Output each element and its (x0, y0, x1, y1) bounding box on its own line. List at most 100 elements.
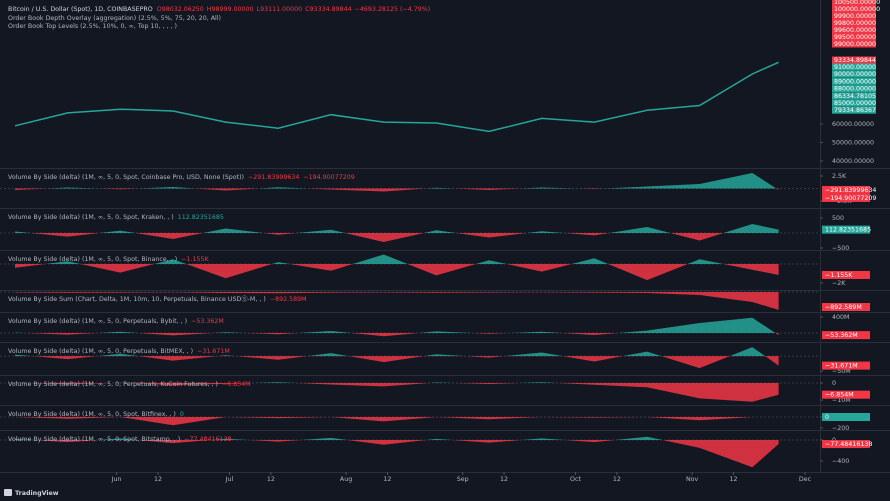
last-price (832, 56, 876, 64)
ask-level (832, 12, 876, 20)
bid-level-label: 91000.00000 (834, 64, 876, 71)
x-tick-label: 12 (267, 476, 275, 483)
symbol-title: Bitcoin / U.S. Dollar (Spot), 1D, COINBA… (8, 6, 153, 13)
last-price-label: 93334.89844 (834, 57, 876, 64)
y-tick-label: 2.5K (832, 173, 847, 180)
ask-level (832, 26, 876, 34)
bid-level (832, 70, 876, 78)
value-badge-label: 112.82351685 (825, 227, 871, 234)
x-tick-label: Dec (799, 476, 812, 483)
ask-level-label: 100500.00000 (834, 0, 880, 6)
bid-level (832, 85, 876, 93)
legend-value: −291.83999634 (248, 174, 299, 181)
bid-level-label: 85000.00000 (834, 100, 876, 107)
delta-area (15, 254, 779, 281)
value-badge (822, 270, 870, 279)
ohlc-value: H98999.00000 (207, 6, 254, 13)
pane-title: Volume By Side (delta) (1M, ∞, 5, 0, Spo… (8, 214, 174, 221)
logo (4, 489, 12, 496)
legend-value: −892.589M (270, 296, 307, 303)
x-tick-label: Sep (457, 476, 469, 483)
ask-level-label: 99900.00000 (834, 13, 876, 20)
x-tick-label: Nov (686, 476, 699, 483)
legend-value: 0 (180, 411, 184, 418)
value-badge (822, 440, 870, 449)
ask-level (832, 19, 876, 27)
value-badge-label: −77.48416138 (825, 441, 872, 448)
y-tick-label: −50M (832, 368, 851, 375)
ask-level-label: 99500.00000 (834, 34, 876, 41)
bid-level (832, 106, 876, 114)
y-tick-label: 40000.00000 (832, 158, 874, 165)
pane-title: Volume By Side (delta) (1M, ∞, 5, 0, Per… (8, 381, 218, 388)
value-badge (822, 390, 870, 399)
legend-value: −6.854M (222, 381, 251, 388)
delta-area (15, 224, 779, 242)
bid-level-label: 89000.00000 (834, 78, 876, 85)
ask-level (832, 40, 876, 48)
value-badge-label: −194.90077209 (825, 195, 876, 202)
y-tick-label: 400M (832, 314, 849, 321)
delta-area (15, 436, 779, 468)
y-tick-label: 0 (832, 380, 836, 387)
y-tick-label: −500 (832, 245, 849, 252)
x-tick-label: Jul (225, 476, 234, 483)
value-badge-label: −6.854M (825, 392, 854, 399)
value-badge (822, 303, 870, 311)
legend-value: −31.671M (197, 348, 230, 355)
pane-title: Volume By Side (delta) (1M, ∞, 5, 0, Spo… (8, 411, 176, 418)
bid-level-label: 88000.00000 (834, 86, 876, 93)
legend-value: −1.155K (181, 256, 209, 263)
delta-area (15, 417, 779, 426)
value-badge-label: −31.671M (825, 363, 858, 370)
x-tick-label: 12 (154, 476, 162, 483)
ask-level-label: 99000.00000 (834, 41, 876, 48)
ask-level-label: 100000.00000 (834, 6, 880, 13)
ask-level (832, 5, 876, 13)
pane-title: Volume By Side (delta) (1M, ∞, 5, 0, Spo… (8, 436, 180, 443)
pane-title: Volume By Side Sum (Chart, Delta, 1M, 10… (8, 295, 266, 303)
bid-level (832, 77, 876, 85)
y-tick-label: −200 (832, 425, 849, 432)
ask-level-label: 99800.00000 (834, 20, 876, 27)
value-badge-label: −1.155K (825, 272, 853, 279)
value-badge-label: 0 (825, 414, 829, 421)
indicator-label: Order Book Depth Overlay (aggregation) (… (8, 15, 221, 22)
value-badge (822, 185, 870, 194)
x-tick-label: 12 (729, 476, 737, 483)
bid-level-label: 90000.00000 (834, 71, 876, 78)
x-tick-label: Aug (340, 476, 352, 483)
legend-value: −53.362M (191, 318, 224, 325)
pane-title: Volume By Side (delta) (1M, ∞, 5, 0, Spo… (8, 174, 244, 181)
ohlc-value: O98032.06250 (157, 6, 204, 13)
value-badge-label: −291.83999634 (825, 187, 876, 194)
y-tick-label: 50000.00000 (832, 139, 874, 146)
delta-area (15, 347, 779, 369)
bid-level-label: 86334.78105 (834, 93, 876, 100)
pane-title: Volume By Side (delta) (1M, ∞, 5, 0, Spo… (8, 256, 177, 263)
ohlc-value: −4693.28125 (−4.79%) (355, 6, 431, 13)
price-line (14, 61, 779, 133)
brand[interactable]: TradingView (15, 490, 59, 497)
y-tick-label: 60000.00000 (832, 121, 874, 128)
y-tick-label: 500 (832, 215, 844, 222)
bid-level (832, 63, 876, 71)
ohlc-value: L93111.00000 (257, 6, 303, 13)
value-badge (822, 331, 870, 340)
ask-level-label: 99600.00000 (834, 27, 876, 34)
value-badge (822, 225, 870, 234)
value-badge-label: −892.589M (825, 304, 862, 311)
x-tick-label: Jun (111, 476, 122, 483)
delta-area (15, 382, 779, 402)
x-tick-label: Oct (570, 476, 581, 483)
bid-level-label: 79334.86367 (834, 107, 876, 114)
value-badge (822, 361, 870, 370)
pane-title: Volume By Side (delta) (1M, ∞, 5, 0, Per… (8, 348, 193, 355)
value-badge (822, 193, 870, 202)
value-badge-label: −53.362M (825, 332, 858, 339)
delta-area (15, 292, 779, 310)
ask-level (832, 33, 876, 41)
x-tick-label: 12 (500, 476, 508, 483)
legend-value: −194.90077209 (303, 174, 354, 181)
